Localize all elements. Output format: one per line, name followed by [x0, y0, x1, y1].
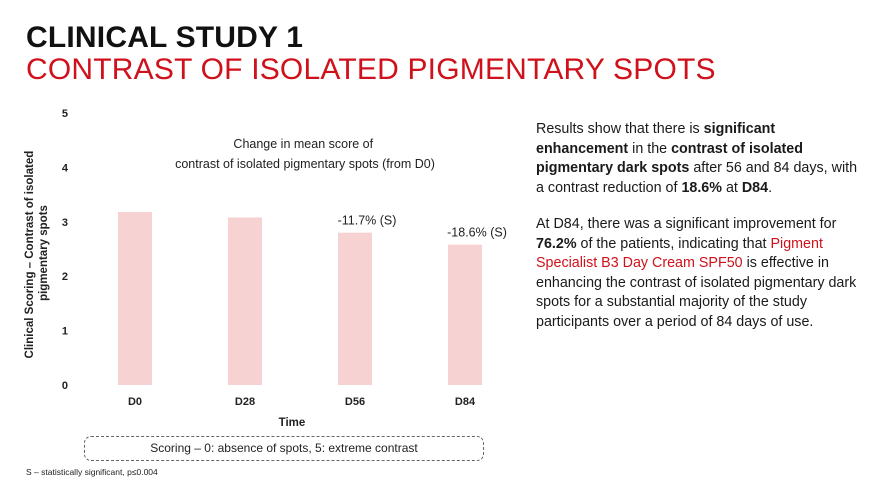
x-tick-label: D28 [235, 396, 255, 408]
page-title: CLINICAL STUDY 1 [26, 21, 304, 54]
x-tick-label: D84 [455, 396, 476, 408]
data-label-d56: -11.7% (S) [338, 214, 397, 228]
data-label-d84: -18.6% (S) [447, 226, 507, 240]
results-text-span: of the patients, indicating that [576, 235, 771, 252]
results-text-span: . [768, 179, 773, 196]
y-axis-label: Clinical Scoring – Contrast of isolated … [24, 148, 50, 359]
results-text-span: Results show that there is [536, 121, 704, 137]
results-text-span: is effective in enhancing the contrast o… [536, 255, 857, 330]
y-tick-label: 0 [62, 380, 68, 392]
results-text-span: in the [628, 140, 672, 157]
y-axis-label-line1: Clinical Scoring – Contrast of isolated [24, 151, 36, 359]
results-paragraph-2: At D84, there was a significant improvem… [536, 215, 861, 332]
results-highlight: significant enhancement [536, 121, 776, 157]
x-tick-label: D0 [128, 396, 142, 408]
y-tick-label: 5 [62, 108, 68, 120]
y-tick-label: 4 [62, 162, 69, 174]
y-tick-label: 1 [62, 326, 68, 338]
bar-d28 [228, 217, 262, 385]
bar-d0 [118, 212, 152, 385]
x-tick-label: D56 [345, 396, 365, 408]
chart-title-line1: Change in mean score of [233, 137, 373, 151]
results-highlight: 18.6% [681, 179, 722, 196]
footnote: S – statistically significant, p≤0.004 [26, 467, 158, 477]
bar-d84 [448, 244, 482, 385]
y-tick-label: 2 [62, 271, 68, 283]
chart-title: Change in mean score of contrast of isol… [175, 137, 435, 171]
scoring-note: Scoring – 0: absence of spots, 5: extrem… [84, 436, 484, 461]
results-highlight: contrast of isolated pigmentary dark spo… [536, 140, 803, 177]
results-highlight: 76.2% [536, 235, 577, 252]
results-text-span: after 56 and 84 days, with a contrast re… [536, 160, 858, 196]
y-tick-label: 3 [62, 217, 68, 229]
results-text: Results show that there is significant e… [536, 120, 861, 349]
product-name: Pigment Specialist B3 Day Cream SPF50 [536, 235, 823, 272]
results-highlight: D84 [741, 179, 769, 196]
results-text-span: At D84, there was a significant improvem… [536, 216, 837, 232]
x-axis-label: Time [279, 417, 306, 429]
results-paragraph-1: Results show that there is significant e… [536, 120, 861, 198]
page-subtitle: CONTRAST OF ISOLATED PIGMENTARY SPOTS [26, 53, 716, 86]
results-text-span: at [721, 179, 742, 196]
chart-title-line2: contrast of isolated pigmentary spots (f… [175, 157, 435, 171]
y-axis-label-line2: pigmentary spots [38, 205, 50, 301]
bar-d56 [338, 232, 372, 385]
